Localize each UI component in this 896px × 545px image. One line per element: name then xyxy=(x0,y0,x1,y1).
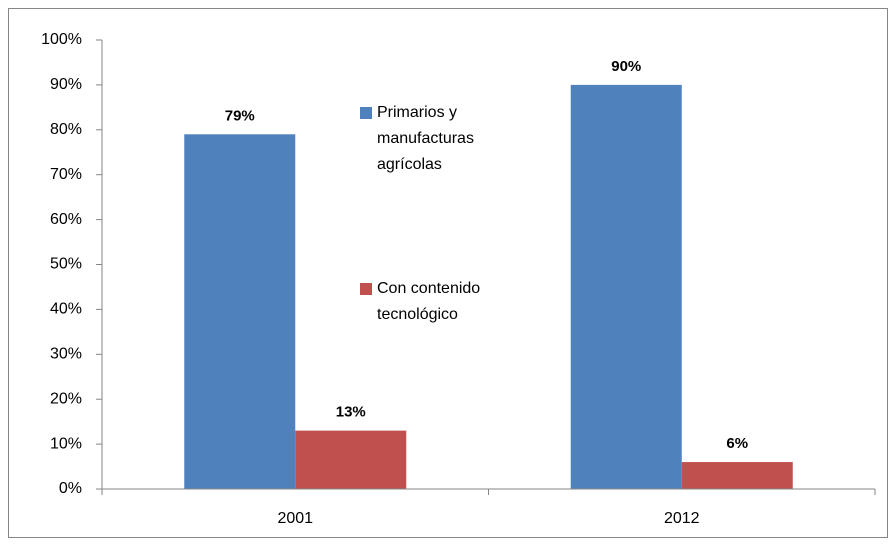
value-label: 13% xyxy=(336,404,366,421)
bar xyxy=(570,84,682,490)
legend-item: Primarios y manufacturas agrícolas xyxy=(360,100,537,178)
y-tick-label: 60% xyxy=(50,211,82,228)
x-tick-label: 2012 xyxy=(664,510,700,527)
legend-swatch xyxy=(360,107,372,119)
legend-label: Con contenido tecnológico xyxy=(377,280,481,323)
chart-frame xyxy=(8,8,888,538)
y-tick-label: 80% xyxy=(50,121,82,138)
y-tick-label: 100% xyxy=(41,31,82,48)
bar xyxy=(184,134,296,490)
y-tick-label: 40% xyxy=(50,301,82,318)
legend-swatch xyxy=(360,283,372,295)
y-tick-label: 70% xyxy=(50,166,82,183)
legend-label: Primarios y manufacturas agrícolas xyxy=(377,104,474,173)
y-tick-label: 10% xyxy=(50,435,82,452)
value-label: 90% xyxy=(611,58,641,75)
value-label: 6% xyxy=(726,435,748,452)
y-tick-label: 20% xyxy=(50,390,82,407)
y-tick-label: 50% xyxy=(50,256,82,273)
y-tick-label: 30% xyxy=(50,346,82,363)
y-tick-label: 90% xyxy=(50,76,82,93)
y-tick-label: 0% xyxy=(59,480,82,497)
value-label: 79% xyxy=(225,107,255,124)
x-tick-label: 2001 xyxy=(277,510,313,527)
bar xyxy=(681,462,793,489)
legend-item: Con contenido tecnológico xyxy=(360,276,537,328)
bar xyxy=(295,430,407,489)
